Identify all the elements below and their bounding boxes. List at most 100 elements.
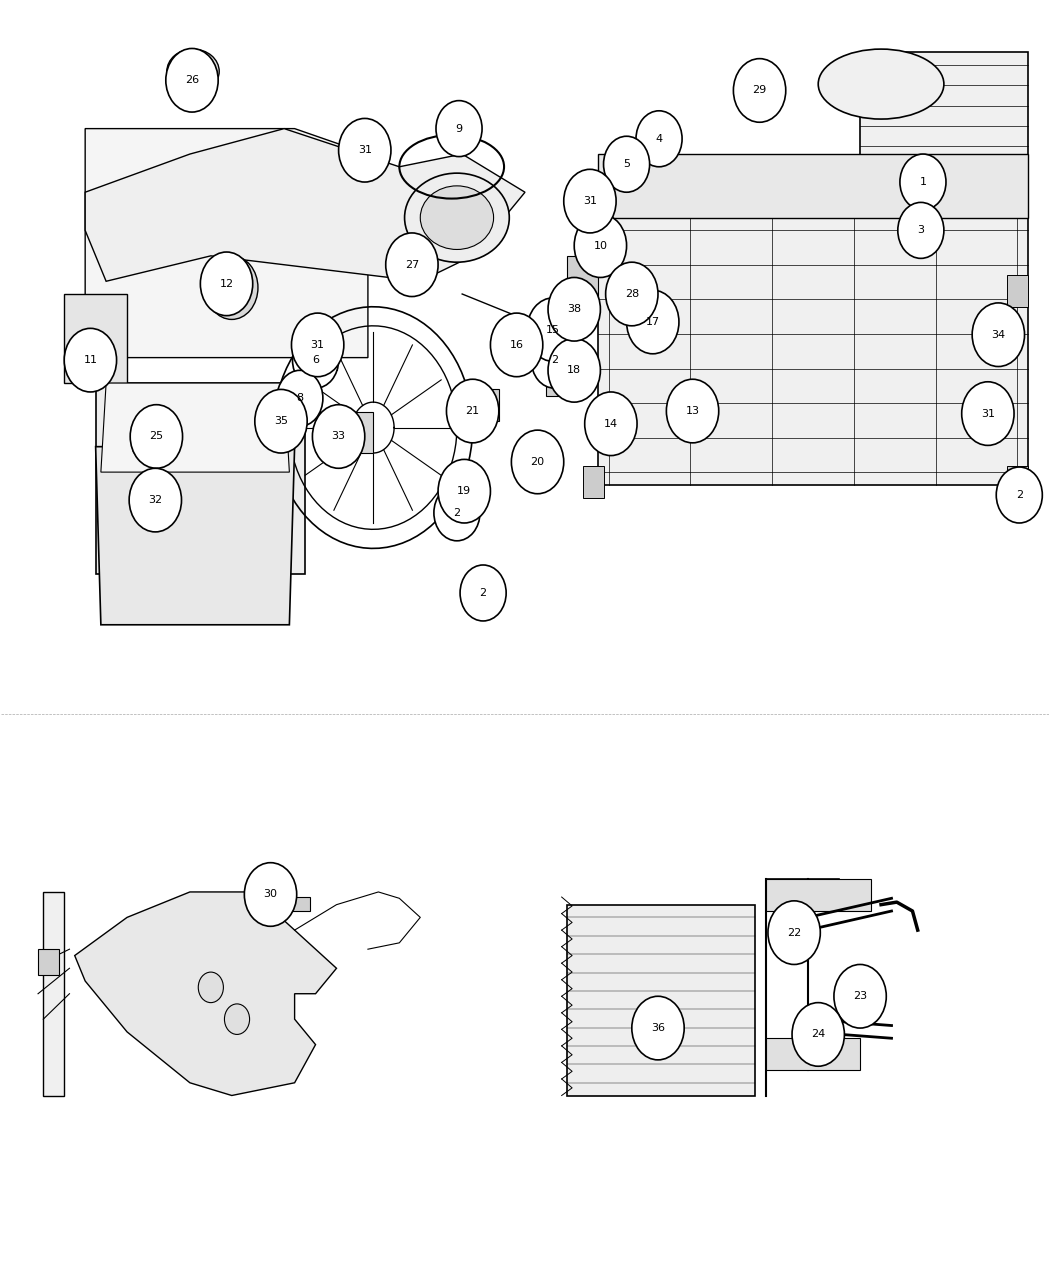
Circle shape — [636, 111, 682, 167]
Text: 25: 25 — [149, 431, 164, 441]
Polygon shape — [96, 382, 306, 574]
Circle shape — [996, 467, 1043, 523]
Polygon shape — [85, 129, 525, 282]
Polygon shape — [43, 892, 64, 1095]
Text: 23: 23 — [853, 991, 867, 1001]
Circle shape — [490, 314, 543, 376]
Circle shape — [511, 430, 564, 493]
Circle shape — [632, 996, 685, 1060]
Circle shape — [277, 370, 323, 426]
Polygon shape — [64, 295, 127, 382]
Polygon shape — [546, 357, 572, 395]
Ellipse shape — [132, 431, 174, 463]
Circle shape — [564, 170, 616, 233]
Polygon shape — [765, 880, 870, 912]
Text: 28: 28 — [625, 289, 639, 300]
Text: 32: 32 — [148, 495, 163, 505]
Text: 12: 12 — [219, 279, 233, 289]
Text: 13: 13 — [686, 405, 699, 416]
Text: 5: 5 — [623, 159, 630, 170]
Circle shape — [972, 303, 1025, 366]
Circle shape — [834, 964, 886, 1028]
Polygon shape — [290, 898, 311, 912]
Circle shape — [460, 565, 506, 621]
Polygon shape — [567, 905, 755, 1095]
Circle shape — [962, 381, 1014, 445]
Ellipse shape — [404, 173, 509, 263]
Circle shape — [313, 404, 364, 468]
Text: 2: 2 — [1015, 490, 1023, 500]
Text: 2: 2 — [480, 588, 486, 598]
Circle shape — [206, 256, 258, 320]
Text: 17: 17 — [646, 317, 659, 326]
Circle shape — [548, 278, 601, 342]
Text: 33: 33 — [332, 431, 345, 441]
Ellipse shape — [420, 186, 493, 250]
Circle shape — [293, 333, 338, 388]
Text: 14: 14 — [604, 418, 618, 428]
Polygon shape — [765, 1038, 860, 1070]
Text: 19: 19 — [457, 486, 471, 496]
Text: 36: 36 — [651, 1023, 665, 1033]
Circle shape — [855, 1000, 876, 1025]
Circle shape — [64, 329, 117, 391]
Polygon shape — [567, 256, 598, 307]
Text: 31: 31 — [981, 408, 994, 418]
Text: 2: 2 — [551, 356, 558, 365]
Text: 21: 21 — [465, 405, 480, 416]
Text: 27: 27 — [405, 260, 419, 270]
Circle shape — [201, 252, 253, 316]
Circle shape — [574, 214, 627, 278]
Circle shape — [531, 333, 578, 388]
Polygon shape — [472, 389, 499, 421]
Circle shape — [292, 314, 343, 376]
Circle shape — [667, 379, 719, 442]
Polygon shape — [598, 218, 1028, 484]
Circle shape — [385, 233, 438, 297]
Text: 34: 34 — [991, 330, 1006, 339]
Ellipse shape — [167, 50, 219, 93]
Circle shape — [434, 484, 480, 541]
Polygon shape — [1007, 275, 1028, 307]
Circle shape — [733, 59, 785, 122]
Polygon shape — [38, 949, 59, 974]
Text: 3: 3 — [918, 226, 924, 236]
Circle shape — [130, 404, 183, 468]
Circle shape — [438, 459, 490, 523]
Text: 26: 26 — [185, 75, 200, 85]
Text: 30: 30 — [264, 890, 277, 899]
Circle shape — [792, 1002, 844, 1066]
Text: 22: 22 — [788, 928, 801, 937]
Text: 6: 6 — [312, 356, 319, 365]
Ellipse shape — [818, 50, 944, 119]
Text: 18: 18 — [567, 366, 582, 375]
Polygon shape — [462, 395, 491, 427]
Circle shape — [198, 972, 224, 1002]
Text: 35: 35 — [274, 416, 288, 426]
Polygon shape — [316, 412, 373, 453]
Circle shape — [338, 119, 391, 182]
Polygon shape — [96, 446, 295, 625]
Text: 31: 31 — [358, 145, 372, 156]
Circle shape — [225, 1003, 250, 1034]
Circle shape — [166, 48, 218, 112]
Circle shape — [585, 391, 637, 455]
Polygon shape — [75, 892, 336, 1095]
Text: 10: 10 — [593, 241, 607, 251]
Text: 8: 8 — [296, 393, 303, 403]
Text: 9: 9 — [456, 124, 463, 134]
Circle shape — [898, 203, 944, 259]
Polygon shape — [1007, 465, 1028, 497]
Polygon shape — [598, 154, 1028, 218]
Polygon shape — [101, 382, 290, 472]
Text: 24: 24 — [811, 1029, 825, 1039]
Text: 29: 29 — [753, 85, 766, 96]
Text: 4: 4 — [655, 134, 663, 144]
Text: 11: 11 — [83, 356, 98, 365]
Circle shape — [436, 101, 482, 157]
Polygon shape — [85, 129, 367, 357]
Polygon shape — [583, 199, 604, 231]
Circle shape — [527, 298, 580, 361]
Polygon shape — [295, 333, 336, 370]
Circle shape — [604, 136, 650, 193]
